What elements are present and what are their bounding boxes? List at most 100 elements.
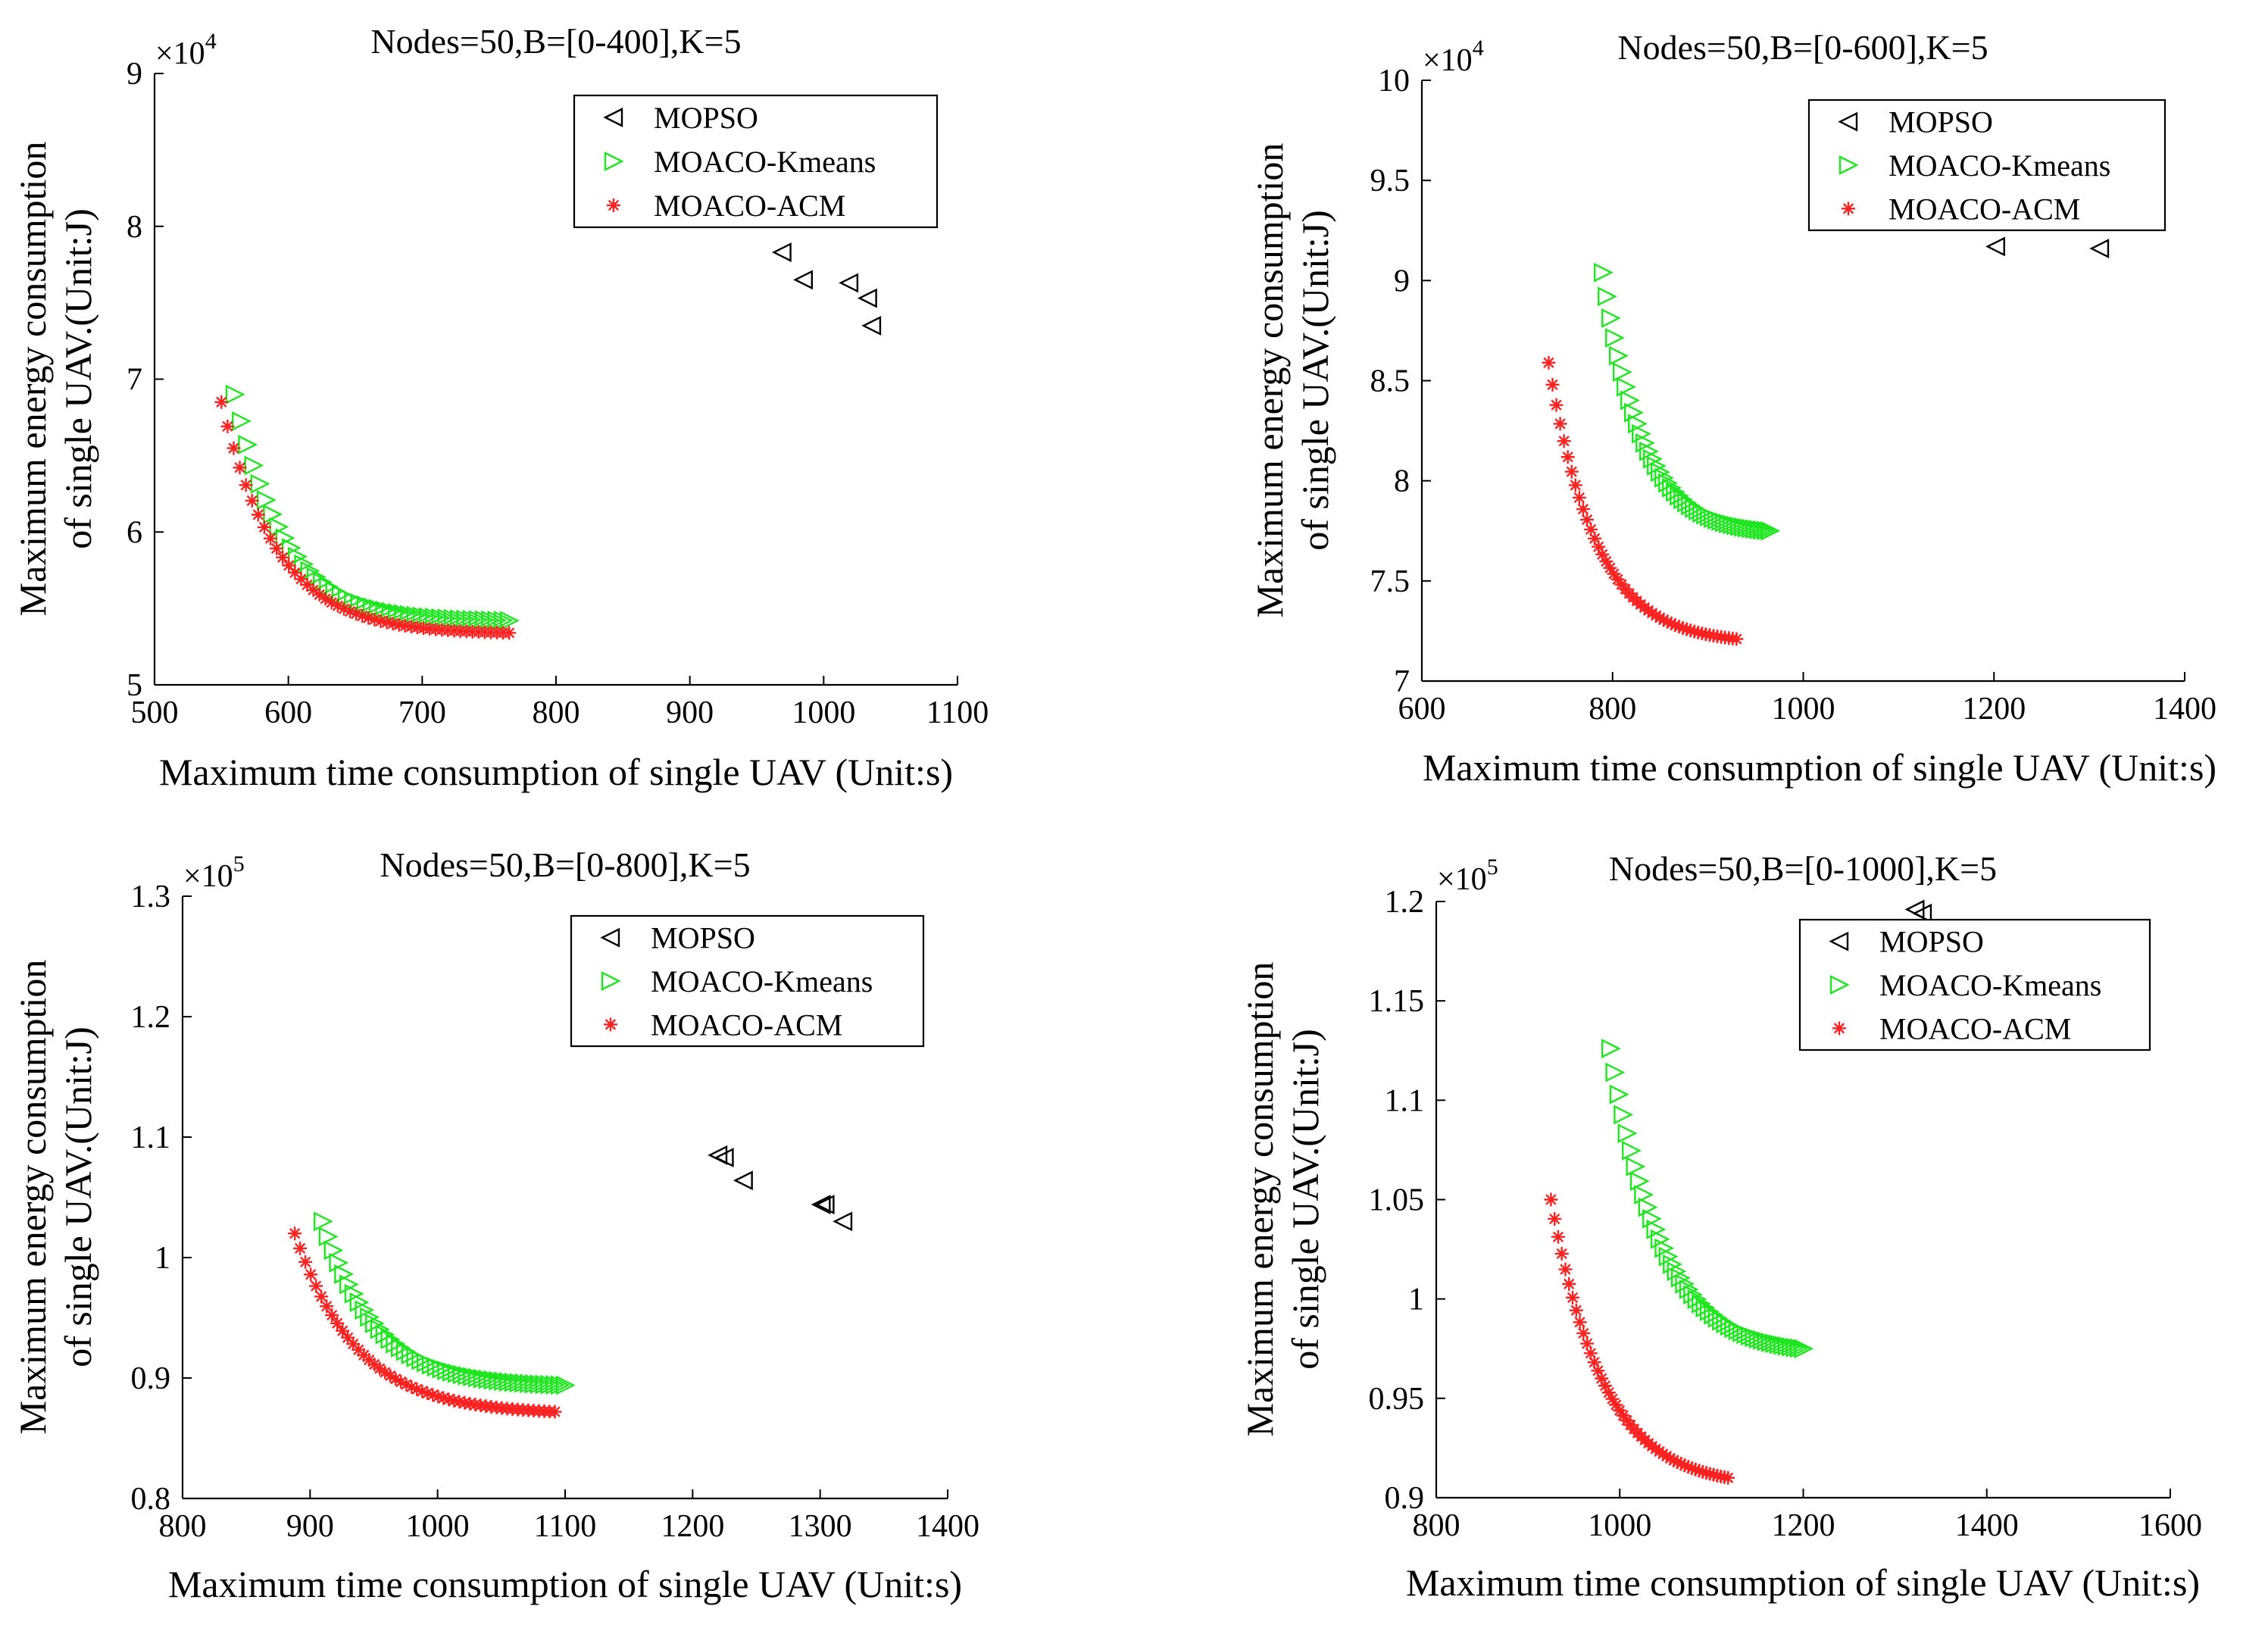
- x-axis-label: Maximum time consumption of single UAV (…: [159, 751, 953, 793]
- data-point: [361, 611, 376, 625]
- data-point: [437, 1361, 458, 1380]
- data-point: [494, 1371, 514, 1392]
- series-moaco-kmeans: [1601, 1039, 1814, 1359]
- data-point: [1660, 1449, 1674, 1464]
- data-point: [1638, 1197, 1658, 1217]
- data-point: [294, 554, 314, 574]
- data-point: [420, 1386, 435, 1401]
- data-point: [356, 595, 376, 615]
- data-point: [1562, 1276, 1576, 1291]
- y-tick-label: 1.15: [1369, 984, 1425, 1019]
- data-point: [1576, 502, 1590, 517]
- legend-box: [573, 94, 939, 229]
- data-point: [288, 1226, 302, 1241]
- data-point: [318, 592, 333, 606]
- series-mopso: [1904, 899, 1932, 923]
- data-point: [386, 617, 400, 631]
- data-point: [373, 614, 388, 628]
- data-point: [220, 419, 235, 433]
- data-point: [771, 242, 792, 262]
- data-point: [462, 609, 483, 630]
- y-tick-label: 7: [1394, 664, 1410, 699]
- data-point: [426, 1388, 440, 1402]
- y-tick-label: 1.3: [131, 880, 171, 914]
- data-point: [839, 273, 859, 293]
- data-point: [410, 1382, 424, 1396]
- data-point: [1605, 1392, 1620, 1406]
- data-point: [468, 1367, 488, 1388]
- data-point: [1789, 1338, 1810, 1358]
- data-point: [214, 395, 229, 409]
- legend-marker: [1832, 1021, 1846, 1036]
- data-point: [463, 1367, 483, 1387]
- y-tick-label: 8: [1394, 464, 1410, 499]
- data-point: [355, 1300, 375, 1320]
- x-tick-label: 1000: [1588, 1508, 1651, 1543]
- data-point: [1634, 1185, 1654, 1205]
- x-tick-label: 800: [159, 1509, 207, 1544]
- data-point: [714, 1148, 734, 1167]
- data-point: [238, 435, 258, 455]
- data-point: [239, 478, 253, 492]
- y-tick-label: 1.2: [131, 1000, 171, 1035]
- data-point: [226, 441, 241, 455]
- data-point: [373, 1361, 387, 1376]
- series-moaco-acm: [1544, 1192, 1735, 1485]
- data-point: [2089, 239, 2110, 258]
- data-point: [458, 1366, 478, 1386]
- data-point: [336, 602, 351, 616]
- data-point: [473, 1368, 493, 1389]
- legend-box: [1798, 918, 2151, 1051]
- data-point: [1572, 490, 1586, 505]
- data-point: [793, 270, 814, 290]
- data-point: [1622, 1140, 1642, 1161]
- data-point: [475, 610, 495, 630]
- data-point: [1657, 613, 1671, 627]
- data-point: [418, 607, 439, 627]
- data-point: [415, 1384, 430, 1398]
- data-point: [380, 615, 394, 630]
- data-point: [504, 1372, 524, 1392]
- legend-label: MOACO-ACM: [1888, 192, 2080, 226]
- y-tick-label: 6: [127, 515, 142, 550]
- data-point: [1703, 1467, 1717, 1481]
- data-point: [447, 1393, 461, 1408]
- data-point: [437, 608, 458, 629]
- data-point: [318, 1226, 339, 1247]
- x-tick-label: 500: [131, 695, 179, 730]
- data-point: [341, 1330, 355, 1345]
- x-tick-label: 800: [1589, 692, 1636, 727]
- x-tick-label: 1000: [1772, 692, 1835, 727]
- data-point: [425, 608, 445, 627]
- data-point: [524, 1373, 545, 1394]
- data-point: [339, 1274, 359, 1295]
- data-point: [1643, 448, 1663, 469]
- data-point: [530, 1374, 550, 1394]
- legend-label: MOACO-Kmeans: [1888, 148, 2110, 183]
- y-tick-label: 0.8: [131, 1482, 171, 1517]
- legend-label: MOPSO: [651, 921, 755, 955]
- data-point: [1660, 614, 1675, 629]
- data-point: [349, 1292, 370, 1313]
- chart-title: Nodes=50,B=[0-800],K=5: [380, 845, 750, 884]
- x-tick-label: 1100: [926, 695, 989, 730]
- data-point: [325, 1308, 339, 1322]
- y-tick-label: 0.95: [1369, 1382, 1425, 1417]
- data-point: [1985, 236, 2005, 257]
- data-point: [1632, 423, 1651, 444]
- data-point: [1580, 513, 1595, 527]
- legend-label: MOPSO: [1888, 105, 1993, 139]
- data-point: [357, 1348, 371, 1362]
- data-point: [555, 1375, 576, 1395]
- legend-box: [1807, 98, 2166, 232]
- data-point: [1573, 1315, 1587, 1330]
- data-point: [487, 610, 508, 630]
- data-point: [1601, 308, 1621, 328]
- data-point: [1603, 561, 1617, 575]
- x-tick-label: 1100: [534, 1509, 596, 1544]
- data-point: [1558, 1262, 1573, 1276]
- data-point: [1679, 622, 1694, 636]
- data-point: [431, 608, 451, 628]
- y-tick-label: 9.5: [1370, 164, 1410, 198]
- data-point: [1699, 1466, 1713, 1480]
